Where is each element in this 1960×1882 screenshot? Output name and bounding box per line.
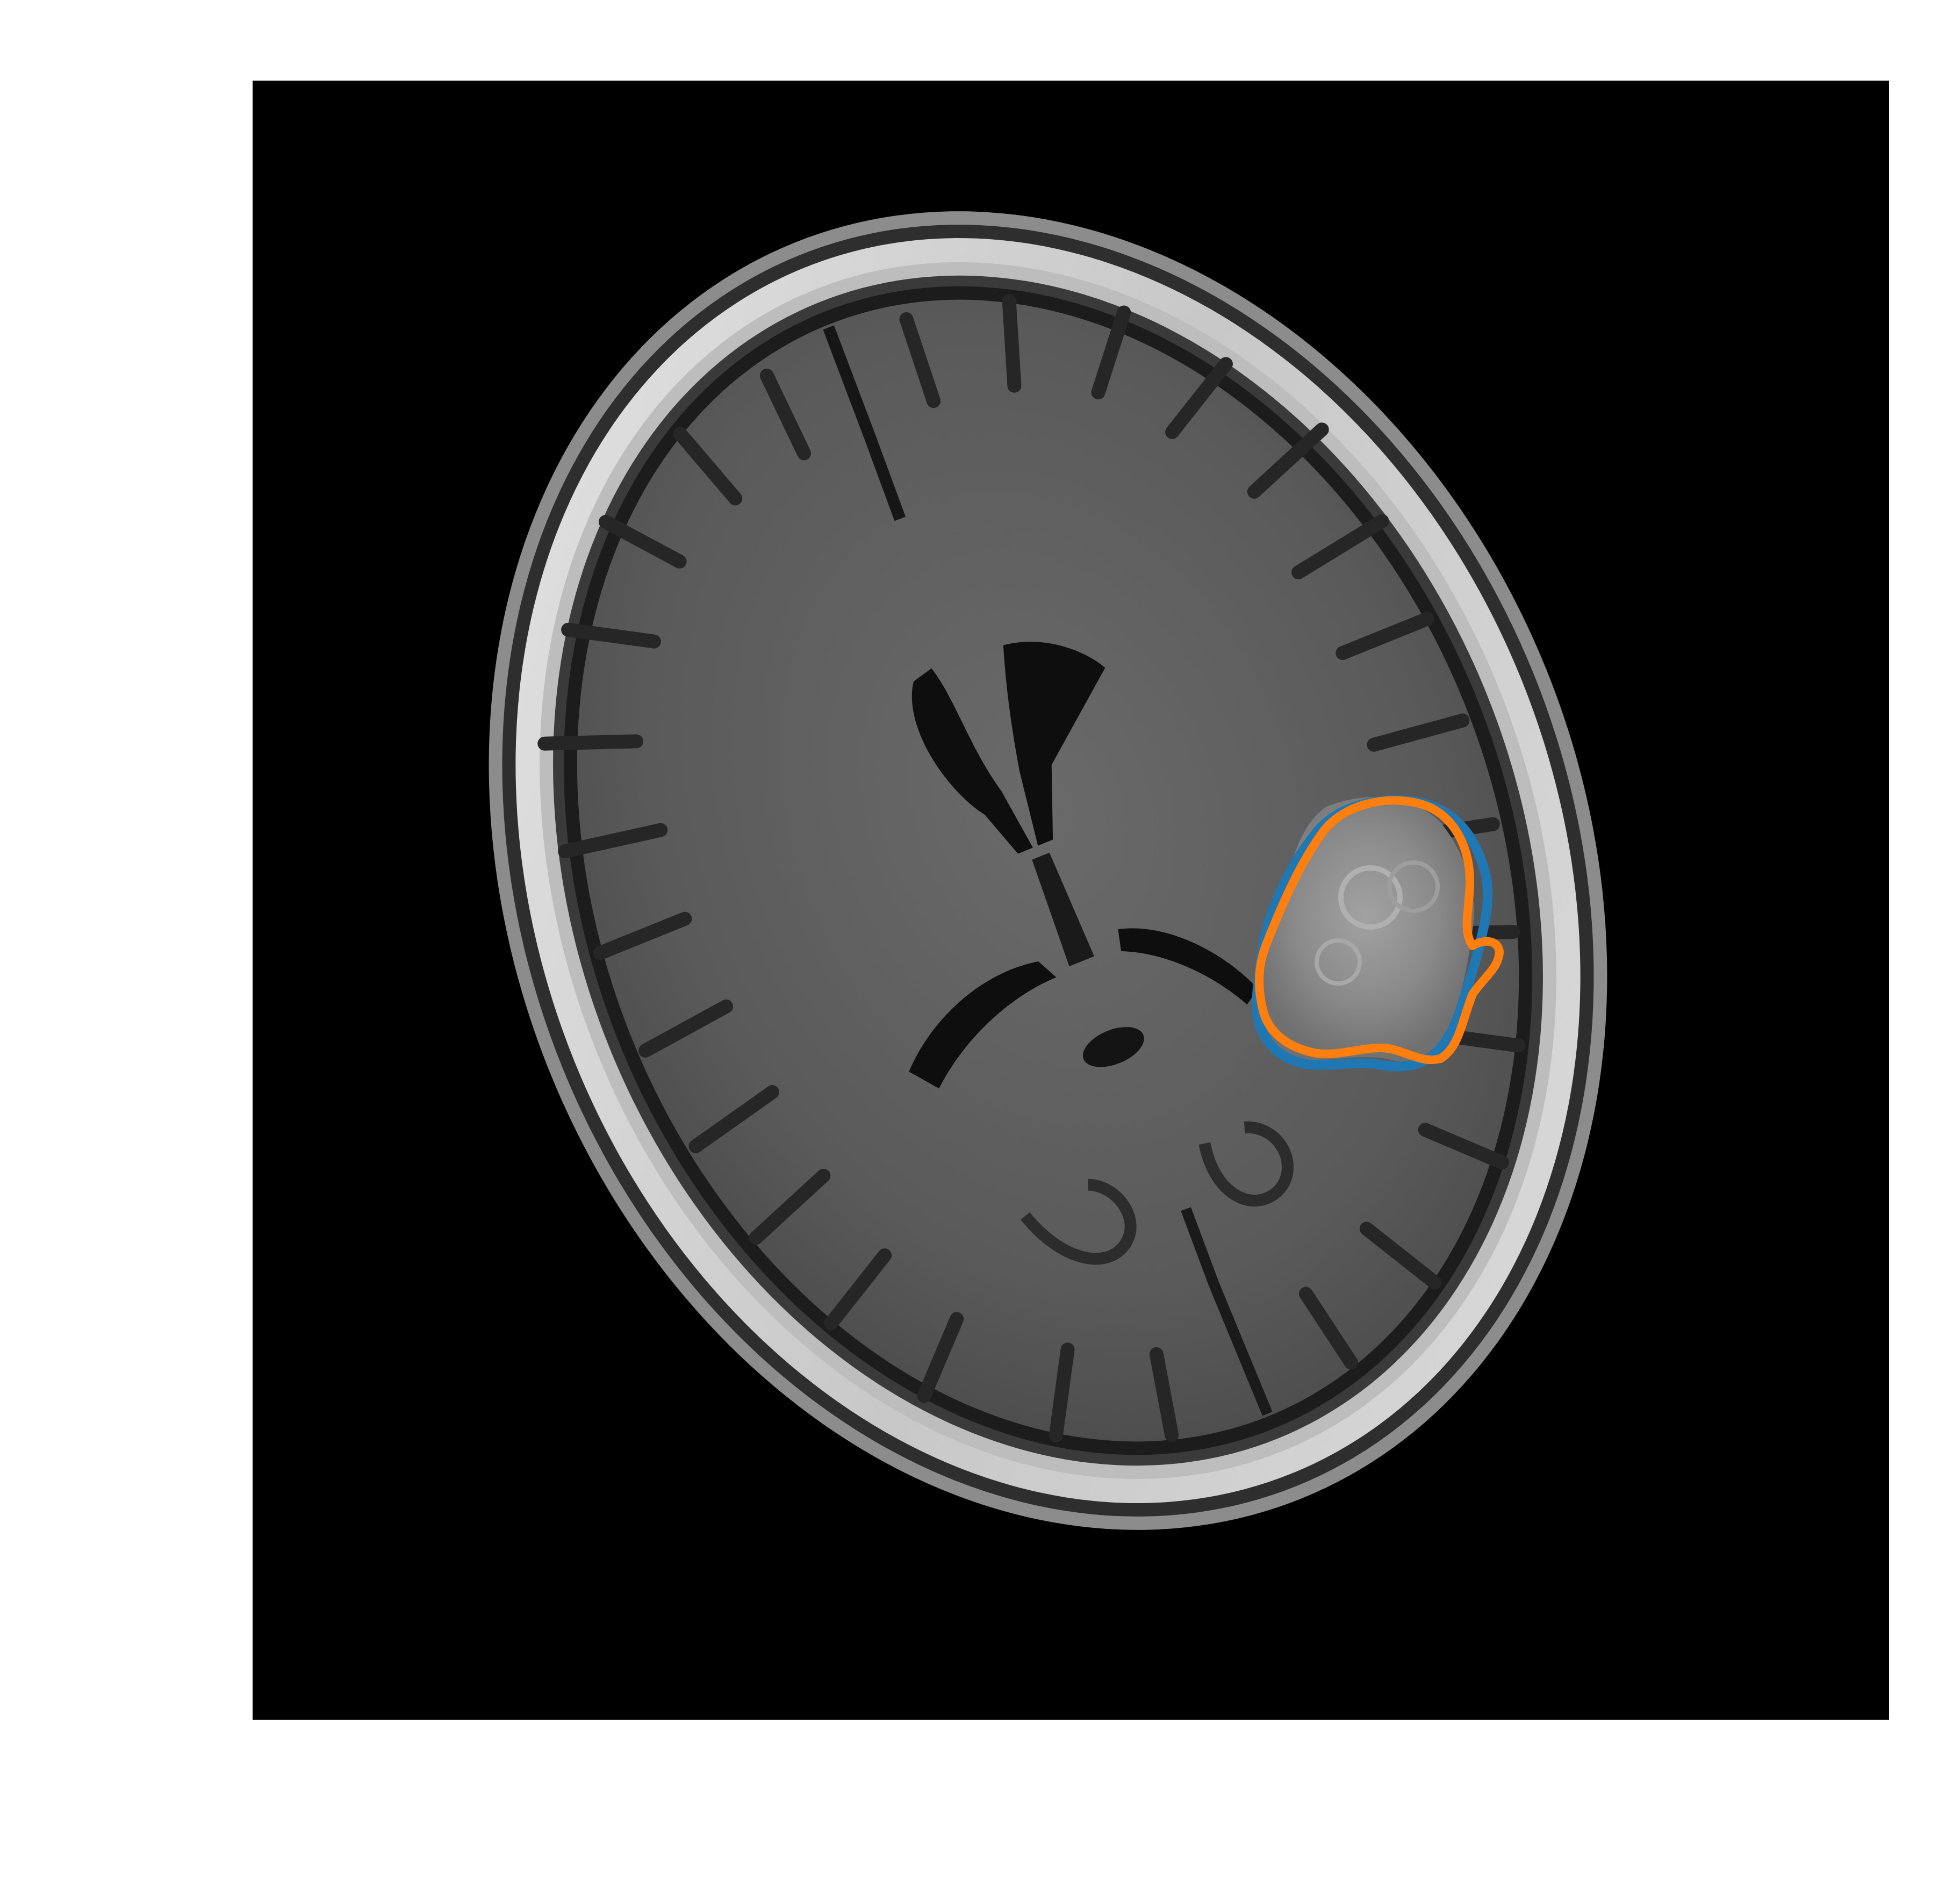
predicted-contour xyxy=(1255,796,1504,1064)
head xyxy=(489,211,1607,1530)
cortical-sulci xyxy=(537,293,1526,1442)
mri-scan-panel xyxy=(253,81,1889,1720)
pineal-region xyxy=(1082,1027,1144,1067)
lateral-ventricles xyxy=(909,642,1258,1089)
interhemispheric-fissure xyxy=(823,325,906,521)
third-ventricle xyxy=(1032,852,1094,967)
occipital-folds xyxy=(1021,1121,1294,1265)
mri-scan-image xyxy=(489,211,1607,1530)
lesion xyxy=(1258,797,1474,1062)
